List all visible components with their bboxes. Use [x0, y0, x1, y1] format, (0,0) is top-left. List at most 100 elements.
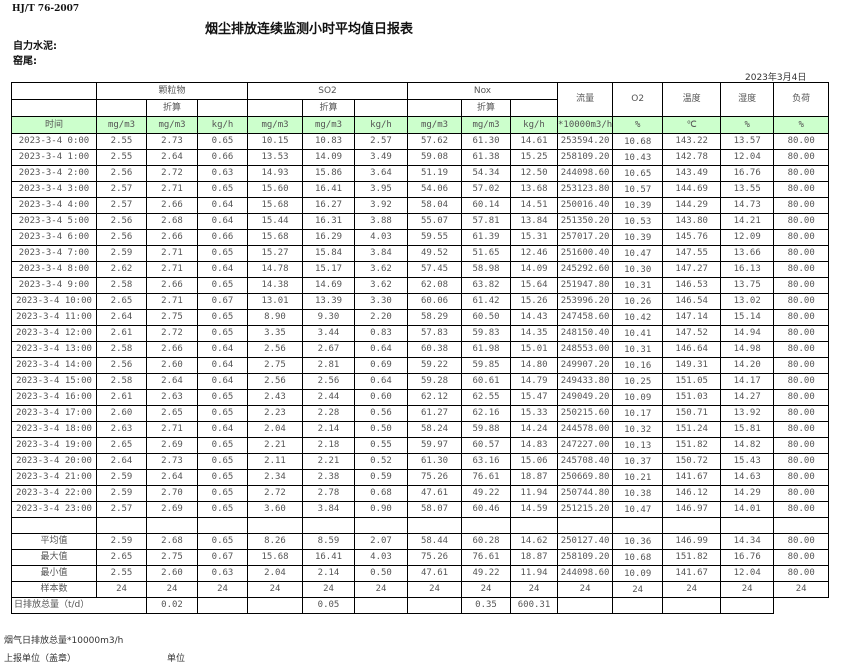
daily-total-label: 日排放总量（t/d） — [11, 597, 147, 614]
table-cell: 2.20 — [354, 309, 408, 326]
table-cell: 2.64 — [96, 453, 147, 470]
row-label: 2023-3-4 7:00 — [11, 245, 97, 262]
table-cell: 80.00 — [773, 197, 830, 214]
table-cell: 14.34 — [720, 533, 775, 550]
table-cell: 249433.80 — [556, 373, 614, 390]
table-cell: 147.27 — [662, 261, 722, 278]
table-cell: 15.01 — [510, 341, 558, 358]
table-cell: 2.63 — [146, 389, 198, 406]
table-cell: 15.44 — [247, 213, 303, 230]
table-cell: 2.28 — [302, 405, 355, 422]
table-cell: 80.00 — [773, 261, 830, 278]
table-cell: 2.56 — [247, 341, 303, 358]
table-cell: 76.61 — [461, 549, 511, 566]
table-cell: 59.28 — [407, 373, 462, 390]
table-cell: % — [612, 116, 664, 134]
table-cell: 151.03 — [662, 389, 722, 406]
table-cell: 10.25 — [612, 373, 664, 390]
table-cell: 80.00 — [773, 133, 830, 150]
table-cell: 0.64 — [197, 341, 248, 358]
table-cell: 2.73 — [146, 453, 198, 470]
table-cell: 257017.20 — [556, 229, 614, 246]
table-cell: 15.68 — [247, 549, 303, 566]
table-cell: 18.87 — [510, 469, 558, 486]
table-cell: 244098.60 — [556, 165, 614, 182]
table-cell: 251600.40 — [556, 245, 614, 262]
table-cell: 145.76 — [662, 229, 722, 246]
group-temp: 温度 — [662, 82, 722, 117]
table-cell: 2.58 — [96, 373, 147, 390]
group-load: 负荷 — [773, 82, 830, 117]
row-label: 2023-3-4 13:00 — [11, 341, 97, 358]
blank-cell — [720, 597, 775, 614]
table-cell: 0.65 — [197, 277, 248, 294]
table-cell — [407, 517, 462, 534]
table-cell: 12.46 — [510, 245, 558, 262]
table-cell: 10.65 — [612, 165, 664, 182]
table-cell: 10.30 — [612, 261, 664, 278]
table-cell: 15.14 — [720, 309, 775, 326]
row-label: 2023-3-4 15:00 — [11, 373, 97, 390]
company-label: 自力水泥: — [13, 41, 57, 52]
row-label: 平均值 — [11, 533, 97, 550]
table-cell: 144.29 — [662, 197, 722, 214]
table-cell: 2.57 — [96, 197, 147, 214]
table-cell: 10.36 — [612, 533, 664, 550]
table-cell: 141.67 — [662, 469, 722, 486]
table-cell: 16.13 — [720, 261, 775, 278]
spacer-row — [11, 517, 830, 534]
table-cell: 2.72 — [247, 485, 303, 502]
table-cell: 0.52 — [354, 453, 408, 470]
table-cell: 2.34 — [247, 469, 303, 486]
row-label: 2023-3-4 12:00 — [11, 325, 97, 342]
blank-cell — [96, 99, 147, 117]
row-label: 样本数 — [11, 581, 97, 598]
header-row-groups: 颗粒物 SO2 Nox 流量 O2 温度 湿度 负荷 — [11, 82, 830, 117]
table-cell: 251215.20 — [556, 501, 614, 518]
table-cell: 251350.20 — [556, 213, 614, 230]
table-cell: 2.69 — [146, 501, 198, 518]
table-cell: 2.61 — [96, 325, 147, 342]
table-cell: 2.66 — [146, 197, 198, 214]
table-cell: 147.52 — [662, 325, 722, 342]
table-cell: 2.56 — [247, 373, 303, 390]
table-cell: 15.27 — [247, 245, 303, 262]
table-cell: 12.04 — [720, 149, 775, 166]
table-cell: 3.95 — [354, 181, 408, 198]
table-cell: 2.68 — [146, 213, 198, 230]
row-label: 2023-3-4 4:00 — [11, 197, 97, 214]
table-cell: 0.60 — [354, 389, 408, 406]
table-cell — [96, 517, 147, 534]
table-cell: 3.92 — [354, 197, 408, 214]
table-cell: 10.32 — [612, 421, 664, 438]
blank-cell — [11, 99, 97, 117]
table-cell: 10.57 — [612, 181, 664, 198]
table-cell: 0.64 — [354, 341, 408, 358]
table-cell: 8.26 — [247, 533, 303, 550]
table-cell: 24 — [146, 581, 198, 598]
reporting-unit-label: 上报单位（盖章） — [4, 654, 77, 664]
table-cell: 14.73 — [720, 197, 775, 214]
table-cell: 80.00 — [773, 533, 830, 550]
table-cell: 76.61 — [461, 469, 511, 486]
table-cell: 151.82 — [662, 549, 722, 566]
row-label: 2023-3-4 22:00 — [11, 485, 97, 502]
table-cell: 141.67 — [662, 565, 722, 582]
table-cell: 15.60 — [247, 181, 303, 198]
blank-cell — [247, 99, 303, 117]
table-cell: 10.39 — [612, 197, 664, 214]
table-cell: 80.00 — [773, 277, 830, 294]
row-label: 2023-3-4 9:00 — [11, 277, 97, 294]
table-cell: 80.00 — [773, 437, 830, 454]
table-cell: 80.00 — [773, 229, 830, 246]
table-cell: 15.86 — [302, 165, 355, 182]
table-cell: 15.25 — [510, 149, 558, 166]
table-cell: 14.82 — [720, 437, 775, 454]
table-cell: 245708.40 — [556, 453, 614, 470]
table-cell: 0.64 — [197, 373, 248, 390]
table-row: 2023-3-4 6:00 2.56 2.66 0.66 15.68 16.29 4.03 5… — [11, 229, 830, 246]
table-cell: 51.65 — [461, 245, 511, 262]
table-cell: 13.92 — [720, 405, 775, 422]
table-cell: 253123.80 — [556, 181, 614, 198]
table-cell: 80.00 — [773, 245, 830, 262]
